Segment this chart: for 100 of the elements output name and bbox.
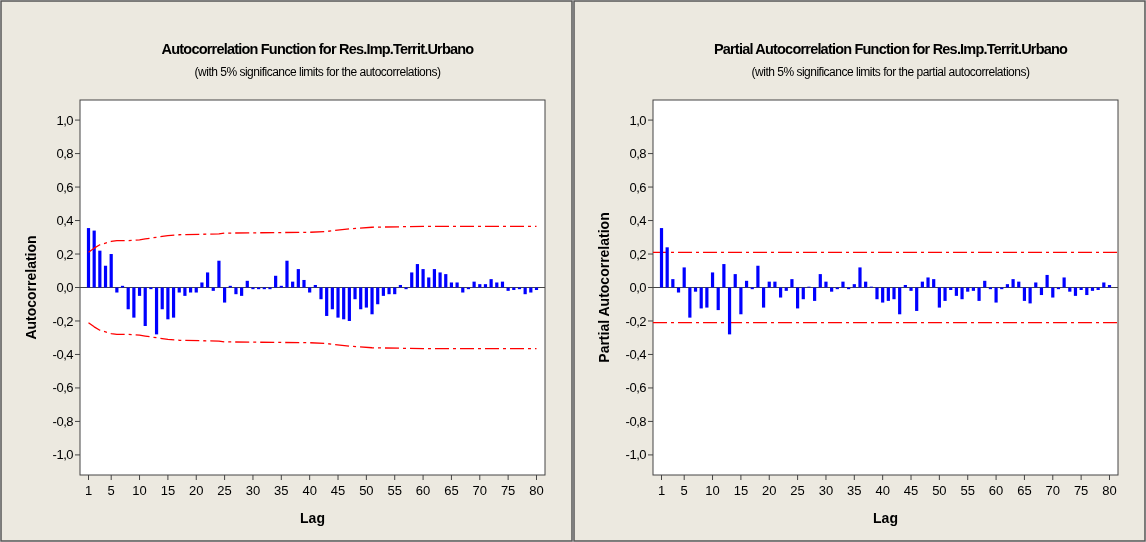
x-tick-label: 65	[1017, 483, 1032, 498]
bar	[126, 287, 130, 310]
bar	[217, 260, 221, 288]
bar	[370, 287, 374, 315]
bar	[194, 287, 198, 293]
x-tick-label: 50	[932, 483, 947, 498]
x-tick-label: 30	[245, 483, 261, 498]
chart-title: Autocorrelation Function for Res.Imp.Territ.Urbano	[161, 41, 475, 57]
bar	[1107, 284, 1112, 288]
y-tick-label: 0,2	[56, 246, 74, 262]
y-tick-label: 1,0	[629, 112, 647, 128]
bar	[410, 272, 414, 288]
chart-subtitle: (with 5% significance limits for the partial autocorrelations)	[751, 65, 1030, 79]
bar	[864, 281, 868, 288]
x-tick-label: 15	[733, 483, 749, 498]
bar	[1062, 277, 1066, 288]
bar	[336, 287, 340, 318]
y-tick-label: -0,4	[625, 347, 647, 363]
bar	[676, 287, 681, 293]
x-tick-label: 5	[107, 483, 115, 498]
y-tick-label: -0,6	[625, 380, 647, 396]
bar	[926, 277, 930, 288]
bar	[881, 287, 885, 303]
bar	[103, 265, 108, 288]
bar	[188, 287, 193, 293]
x-tick-label: 20	[762, 483, 777, 498]
x-tick-label: 70	[1045, 483, 1061, 498]
bar	[438, 272, 442, 288]
bar	[778, 287, 783, 298]
y-tick-label: 0,4	[629, 213, 647, 229]
bar	[330, 287, 334, 310]
bar	[892, 287, 896, 300]
y-tick-label: 0,4	[56, 213, 74, 229]
bar	[154, 287, 159, 335]
y-tick-label: -1,0	[625, 447, 647, 463]
bar	[1068, 287, 1072, 292]
y-tick-label: -0,8	[52, 413, 74, 429]
y-tick-label: 0,8	[629, 146, 647, 162]
bar	[699, 287, 703, 309]
bar	[665, 247, 669, 288]
bar	[86, 228, 91, 288]
y-tick-label: -0,2	[52, 313, 74, 329]
bar	[1022, 287, 1027, 301]
bar	[98, 250, 102, 288]
bar	[302, 279, 306, 288]
y-tick-label: -0,8	[625, 413, 647, 429]
x-tick-label: 1	[657, 483, 666, 498]
bar	[932, 279, 936, 288]
bar	[364, 287, 368, 308]
bar	[716, 287, 720, 311]
y-tick-label: 0,0	[56, 280, 74, 296]
x-tick-label: 75	[1073, 483, 1089, 498]
line-series	[87, 322, 538, 350]
bar	[756, 265, 760, 288]
bar	[671, 279, 675, 288]
bar	[177, 287, 181, 293]
bar	[223, 287, 227, 303]
bar	[478, 284, 482, 288]
x-tick-label: 10	[705, 483, 720, 498]
x-tick-label: 40	[302, 483, 317, 498]
bar	[739, 287, 743, 315]
bar	[1017, 281, 1021, 288]
x-tick-label: 50	[359, 483, 374, 498]
bar	[688, 287, 692, 318]
x-tick-label: 80	[529, 483, 544, 498]
bar	[109, 254, 113, 288]
y-tick-label: -0,2	[625, 313, 647, 329]
bar	[943, 287, 947, 301]
bar	[500, 281, 505, 288]
bar	[421, 269, 425, 288]
bar	[291, 281, 295, 288]
bar	[274, 275, 278, 288]
bar	[449, 282, 454, 288]
y-tick-label: -0,4	[52, 347, 74, 363]
x-tick-label: 80	[1102, 483, 1117, 498]
bar	[858, 267, 862, 288]
bar	[705, 287, 709, 308]
bar	[313, 284, 317, 288]
y-axis-title: Partial Autocorrelation	[596, 212, 612, 363]
bar	[342, 287, 346, 320]
x-tick-label: 75	[500, 483, 516, 498]
x-tick-label: 70	[472, 483, 488, 498]
x-tick-label: 10	[132, 483, 147, 498]
bar	[472, 281, 476, 288]
bar	[733, 274, 737, 288]
bar	[427, 277, 431, 288]
bar	[841, 281, 845, 288]
y-tick-label: -1,0	[52, 447, 74, 463]
bar	[92, 230, 96, 288]
bar	[171, 287, 176, 318]
line-series	[87, 225, 538, 253]
y-tick-label: 0,2	[629, 246, 647, 262]
x-tick-label: 35	[274, 483, 289, 498]
x-tick-label: 35	[847, 483, 862, 498]
x-tick-label: 60	[415, 483, 431, 498]
x-tick-label: 20	[189, 483, 204, 498]
bar	[200, 282, 204, 288]
bar	[1045, 274, 1049, 288]
bar	[966, 287, 970, 292]
y-tick-label: 0,6	[629, 179, 647, 195]
